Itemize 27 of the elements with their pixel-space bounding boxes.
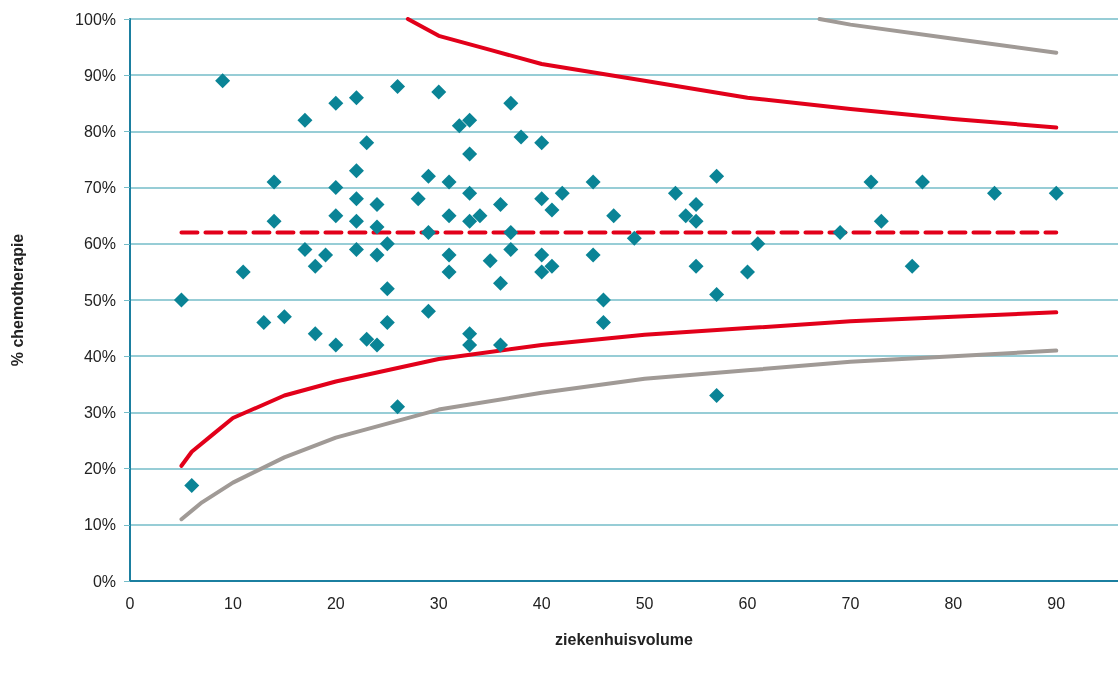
y-tick-label: 80% (83, 122, 116, 140)
y-tick-label: 30% (83, 403, 116, 421)
y-tick-label: 90% (83, 66, 116, 84)
x-tick-label: 90 (1047, 594, 1066, 612)
x-tick-label: 60 (738, 594, 757, 612)
x-tick-label: 80 (944, 594, 963, 612)
line-series (817, 17, 1059, 55)
line-series (405, 17, 1059, 130)
y-tick-label: 20% (83, 460, 116, 478)
x-tick-label: 70 (841, 594, 860, 612)
y-tick-label: 60% (83, 235, 116, 253)
x-tick-label: 0 (125, 594, 135, 612)
y-tick-label: 50% (83, 291, 116, 309)
y-tick-label: 0% (92, 572, 116, 590)
x-tick-label: 10 (224, 594, 242, 612)
y-axis-title: % chemotherapie (8, 233, 26, 367)
y-tick-label: 100% (75, 10, 116, 28)
y-tick-label: 70% (83, 179, 116, 197)
x-tick-label: 30 (429, 594, 448, 612)
x-tick-label: 40 (532, 594, 551, 612)
x-axis-title: ziekenhuisvolume (555, 630, 694, 648)
line-series (179, 348, 1059, 522)
y-tick-label: 10% (83, 516, 116, 534)
x-tick-label: 50 (635, 594, 654, 612)
x-tick-label: 20 (326, 594, 345, 612)
line-series (179, 310, 1059, 468)
y-tick-label: 40% (83, 347, 116, 365)
